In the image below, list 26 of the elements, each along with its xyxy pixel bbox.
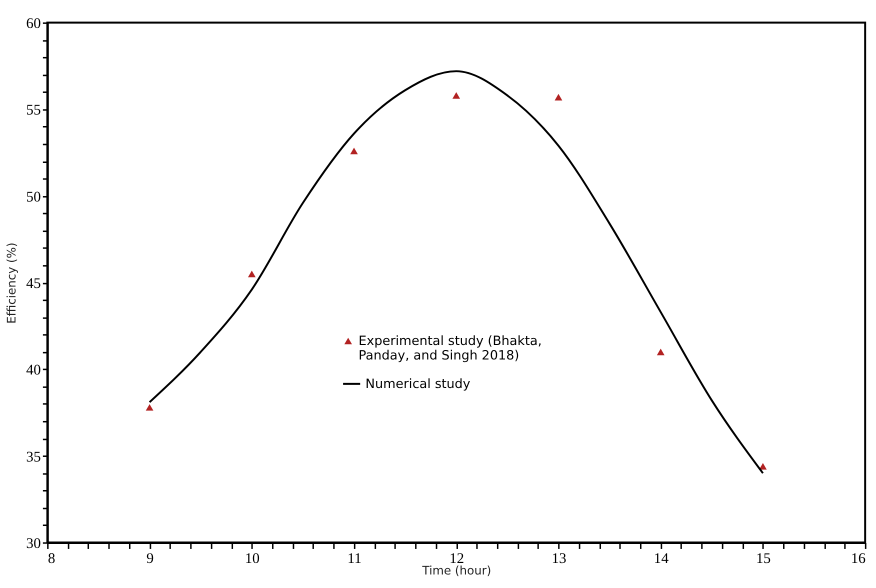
x-tick-label: 14 bbox=[654, 550, 670, 567]
point bbox=[248, 270, 256, 278]
legend-label: Numerical study bbox=[365, 376, 471, 392]
y-tick-label: 45 bbox=[26, 276, 41, 292]
x-tick-label: 10 bbox=[244, 550, 260, 567]
point bbox=[656, 348, 665, 356]
legend-label: Experimental study (Bhakta, Panday, and Singh 2018) bbox=[358, 334, 542, 364]
line-series bbox=[148, 70, 764, 474]
y-tick-label: 30 bbox=[26, 536, 41, 552]
y-axis-title: Efficiency (%) bbox=[4, 242, 18, 324]
x-tick-label: 16 bbox=[850, 550, 866, 567]
y-tick-label: 40 bbox=[26, 362, 41, 379]
x-tick-label: 15 bbox=[756, 550, 771, 567]
point bbox=[350, 148, 358, 154]
x-tick-label: 8 bbox=[48, 550, 56, 567]
x-tick-label: 13 bbox=[552, 550, 566, 567]
y-tick-label: 35 bbox=[26, 449, 41, 466]
y-tick-label: 60 bbox=[26, 16, 41, 32]
point bbox=[554, 94, 562, 100]
point bbox=[146, 404, 154, 411]
y-tick-label: 55 bbox=[26, 102, 41, 119]
point bbox=[452, 92, 460, 99]
y-tick-label: 50 bbox=[26, 189, 41, 206]
x-tick-label: 9 bbox=[146, 550, 154, 567]
point bbox=[759, 462, 767, 470]
x-tick-label: 11 bbox=[347, 550, 362, 567]
